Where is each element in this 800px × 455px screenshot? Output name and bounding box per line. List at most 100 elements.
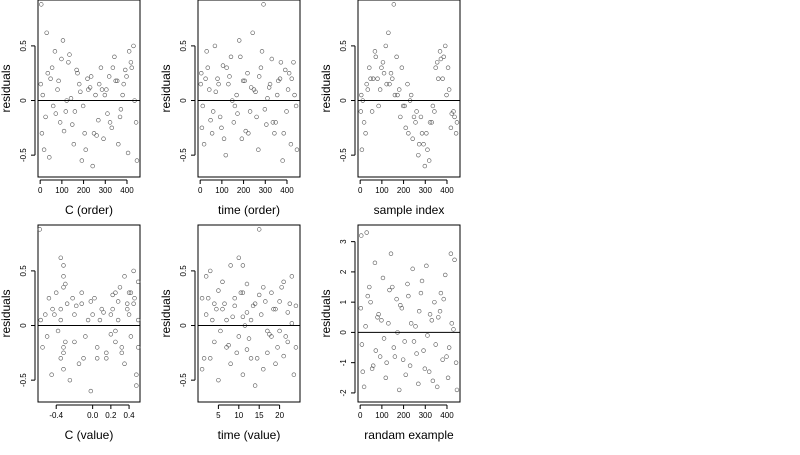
data-point [92, 296, 97, 301]
data-point [293, 103, 299, 109]
data-point [240, 314, 246, 319]
data-point [361, 120, 367, 125]
x-tick-label: 0 [38, 186, 43, 195]
data-point [101, 310, 106, 315]
data-point [76, 361, 82, 366]
data-point [421, 348, 426, 353]
data-point [398, 302, 403, 308]
x-axis-title: time (value) [218, 428, 281, 442]
data-point [37, 227, 43, 232]
data-point [67, 377, 73, 383]
y-tick-label: 0 [19, 98, 28, 103]
x-axis-title: randam example [364, 428, 454, 442]
data-point [443, 43, 448, 49]
data-point [372, 260, 378, 266]
data-point [377, 87, 383, 92]
x-tick-label: 100 [215, 186, 229, 195]
data-point [96, 81, 102, 87]
data-point [217, 114, 223, 120]
x-axis-title: time (order) [218, 203, 280, 217]
data-point [265, 96, 270, 101]
plot-frame [357, 0, 461, 178]
data-point [359, 147, 365, 152]
x-tick-label: 20 [275, 411, 284, 420]
data-point [250, 303, 256, 309]
data-point [86, 87, 91, 92]
plot-frame [37, 224, 141, 403]
data-point [436, 76, 441, 81]
data-point [363, 131, 368, 136]
data-point [219, 125, 224, 131]
data-point [119, 345, 124, 350]
data-point [364, 81, 369, 87]
data-point [134, 158, 140, 163]
data-point [228, 361, 233, 366]
data-point [120, 92, 125, 98]
data-point [79, 290, 84, 295]
data-point [443, 272, 448, 278]
x-tick-label: 0.0 [87, 411, 99, 420]
data-point [131, 301, 136, 306]
data-point [244, 281, 250, 287]
data-point [221, 136, 227, 141]
data-point [79, 158, 85, 163]
data-point [376, 103, 381, 109]
data-point [70, 122, 75, 127]
data-point [437, 49, 443, 54]
data-point [408, 92, 414, 98]
y-tick-label: 0 [179, 323, 188, 328]
y-tick-label: -0.5 [179, 373, 188, 387]
data-point [47, 155, 52, 160]
data-point [61, 350, 66, 356]
data-point [121, 81, 126, 87]
data-point [247, 109, 253, 114]
data-point [437, 309, 443, 314]
data-point [445, 65, 451, 70]
data-point [220, 63, 226, 68]
data-point [448, 125, 454, 131]
data-point [226, 81, 231, 87]
data-point [208, 356, 213, 361]
data-point [365, 87, 370, 92]
data-point [236, 334, 242, 339]
y-tick-label: 1 [339, 299, 348, 304]
data-point [244, 310, 250, 315]
data-point [426, 369, 432, 374]
data-point [71, 142, 77, 147]
data-point [110, 292, 115, 298]
data-point [289, 274, 295, 279]
data-point [209, 131, 215, 136]
data-point [400, 357, 406, 362]
data-point [405, 281, 410, 287]
data-point [70, 296, 75, 301]
data-point [380, 275, 386, 281]
data-point [90, 312, 95, 317]
data-point [261, 2, 266, 7]
data-point [49, 65, 55, 70]
data-point [363, 324, 368, 329]
data-point [40, 345, 45, 350]
data-point [294, 147, 300, 152]
y-tick-label: 3 [339, 239, 348, 244]
data-point [67, 52, 72, 57]
data-point [72, 109, 78, 114]
data-point [392, 92, 398, 98]
x-tick-label: 200 [397, 411, 411, 420]
data-point [394, 296, 399, 302]
data-point [254, 114, 259, 120]
data-point [257, 227, 262, 232]
data-point [286, 70, 292, 76]
data-point [83, 334, 88, 339]
data-point [269, 334, 274, 339]
data-point [369, 366, 375, 371]
data-point [129, 65, 134, 70]
data-point [430, 378, 436, 384]
data-point [407, 363, 413, 368]
data-point [94, 133, 99, 138]
data-point [400, 103, 406, 109]
data-point [433, 65, 438, 70]
data-point [452, 257, 457, 262]
data-point [106, 74, 112, 79]
data-point [238, 290, 244, 295]
data-point [78, 89, 83, 94]
